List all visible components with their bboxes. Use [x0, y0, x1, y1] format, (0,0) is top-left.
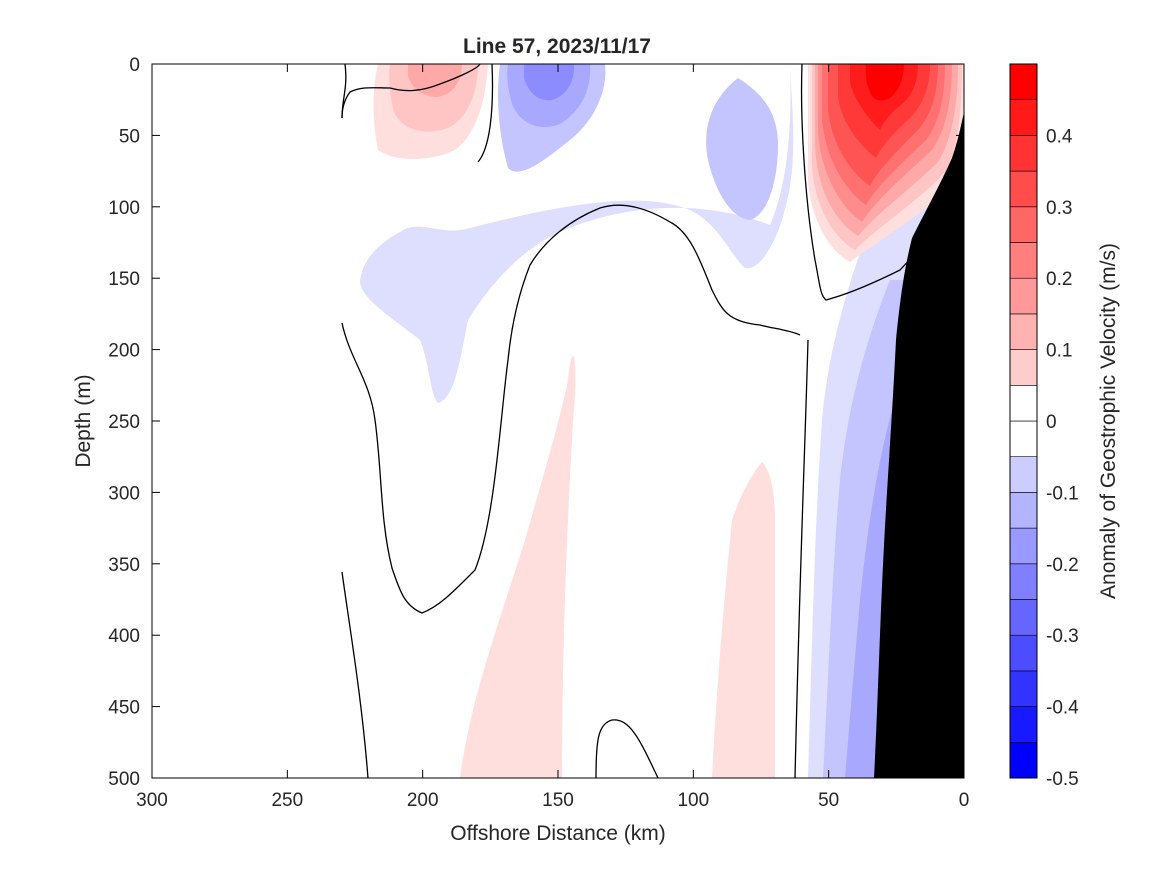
y-tick-label: 0 — [129, 55, 140, 76]
colorbar-segment — [1009, 456, 1038, 493]
contour-line-g — [341, 571, 369, 779]
colorbar-tick-label: 0.3 — [1046, 198, 1072, 219]
colorbar-tick-label: -0.4 — [1046, 698, 1079, 719]
colorbar-segment — [1009, 634, 1038, 672]
y-tick-label: 50 — [119, 126, 140, 147]
pos-core-30km-9 — [865, 64, 904, 101]
contour-line-f — [794, 339, 809, 779]
x-tick-label: 0 — [959, 790, 970, 811]
colorbar-segment — [1009, 135, 1038, 172]
colorbar-segment — [1009, 706, 1038, 743]
y-tick-label: 350 — [108, 555, 140, 576]
colorbar-segment — [1009, 563, 1038, 600]
colorbar — [1009, 63, 1038, 779]
x-tick-label: 100 — [677, 790, 709, 811]
contour-line-h — [595, 719, 659, 779]
y-tick-label: 300 — [108, 483, 140, 504]
y-tick-label: 500 — [108, 769, 140, 790]
bathymetry — [874, 112, 964, 778]
contour-line-a — [341, 63, 481, 119]
x-tick-label: 200 — [407, 790, 439, 811]
neg-mid-region — [360, 64, 794, 403]
colorbar-tick-label: -0.2 — [1046, 555, 1079, 576]
colorbar-segment — [1009, 313, 1038, 350]
neg-core-80km — [706, 78, 778, 220]
contour-line-b — [341, 63, 347, 119]
x-tick-label: 150 — [542, 790, 574, 811]
colorbar-segment — [1009, 349, 1038, 386]
colorbar-frame — [1009, 63, 1038, 779]
x-tick-label: 50 — [818, 790, 839, 811]
chart-title: Line 57, 2023/11/17 — [463, 35, 651, 58]
y-tick-label: 100 — [108, 198, 140, 219]
colorbar-tick-label: -0.3 — [1046, 626, 1079, 647]
y-tick-label: 400 — [108, 626, 140, 647]
colorbar-tick-label: 0.1 — [1046, 341, 1072, 362]
plot-area — [151, 63, 965, 779]
colorbar-segment — [1009, 206, 1038, 243]
colorbar-tick-label: 0 — [1046, 412, 1057, 433]
y-tick-label: 150 — [108, 269, 140, 290]
x-axis-label: Offshore Distance (km) — [450, 822, 666, 845]
colorbar-segment — [1009, 170, 1038, 208]
colorbar-tick-label: 0.2 — [1046, 269, 1072, 290]
y-axis: 0 50 100 150 200 250 300 350 400 450 500 — [108, 55, 964, 790]
colorbar-axis: 0.4 0.3 0.2 0.1 0 -0.1 -0.2 -0.3 -0.4 -0.5 — [1046, 126, 1079, 790]
colorbar-segment — [1009, 492, 1038, 529]
colorbar-segment — [1009, 242, 1038, 279]
x-tick-label: 300 — [136, 790, 168, 811]
colorbar-tick-label: 0.4 — [1046, 126, 1073, 147]
colorbar-tick-label: -0.5 — [1046, 769, 1079, 790]
pos-band-80km — [712, 462, 775, 778]
contour-line-d — [477, 63, 494, 163]
colorbar-segment — [1009, 599, 1038, 636]
colorbar-segment — [1009, 63, 1038, 101]
y-tick-label: 450 — [108, 698, 140, 719]
x-tick-label: 250 — [271, 790, 303, 811]
colorbar-label: Anomaly of Geostrophic Velocity (m/s) — [1097, 243, 1120, 599]
colorbar-segment — [1009, 670, 1038, 707]
pos-band-165km — [460, 355, 576, 778]
x-axis: 300 250 200 150 100 50 0 — [136, 64, 969, 811]
neg-core-150km-inner — [524, 64, 575, 101]
y-axis-label: Depth (m) — [72, 374, 95, 467]
colorbar-segment — [1009, 384, 1038, 422]
y-tick-label: 250 — [108, 412, 140, 433]
contour-line-c — [341, 204, 801, 614]
colorbar-segment — [1009, 420, 1038, 458]
colorbar-tick-label: -0.1 — [1046, 483, 1079, 504]
y-tick-label: 200 — [108, 341, 140, 362]
colorbar-segment — [1009, 99, 1038, 136]
colorbar-segment — [1009, 527, 1038, 565]
colorbar-segment — [1009, 741, 1038, 779]
colorbar-segment — [1009, 277, 1038, 315]
